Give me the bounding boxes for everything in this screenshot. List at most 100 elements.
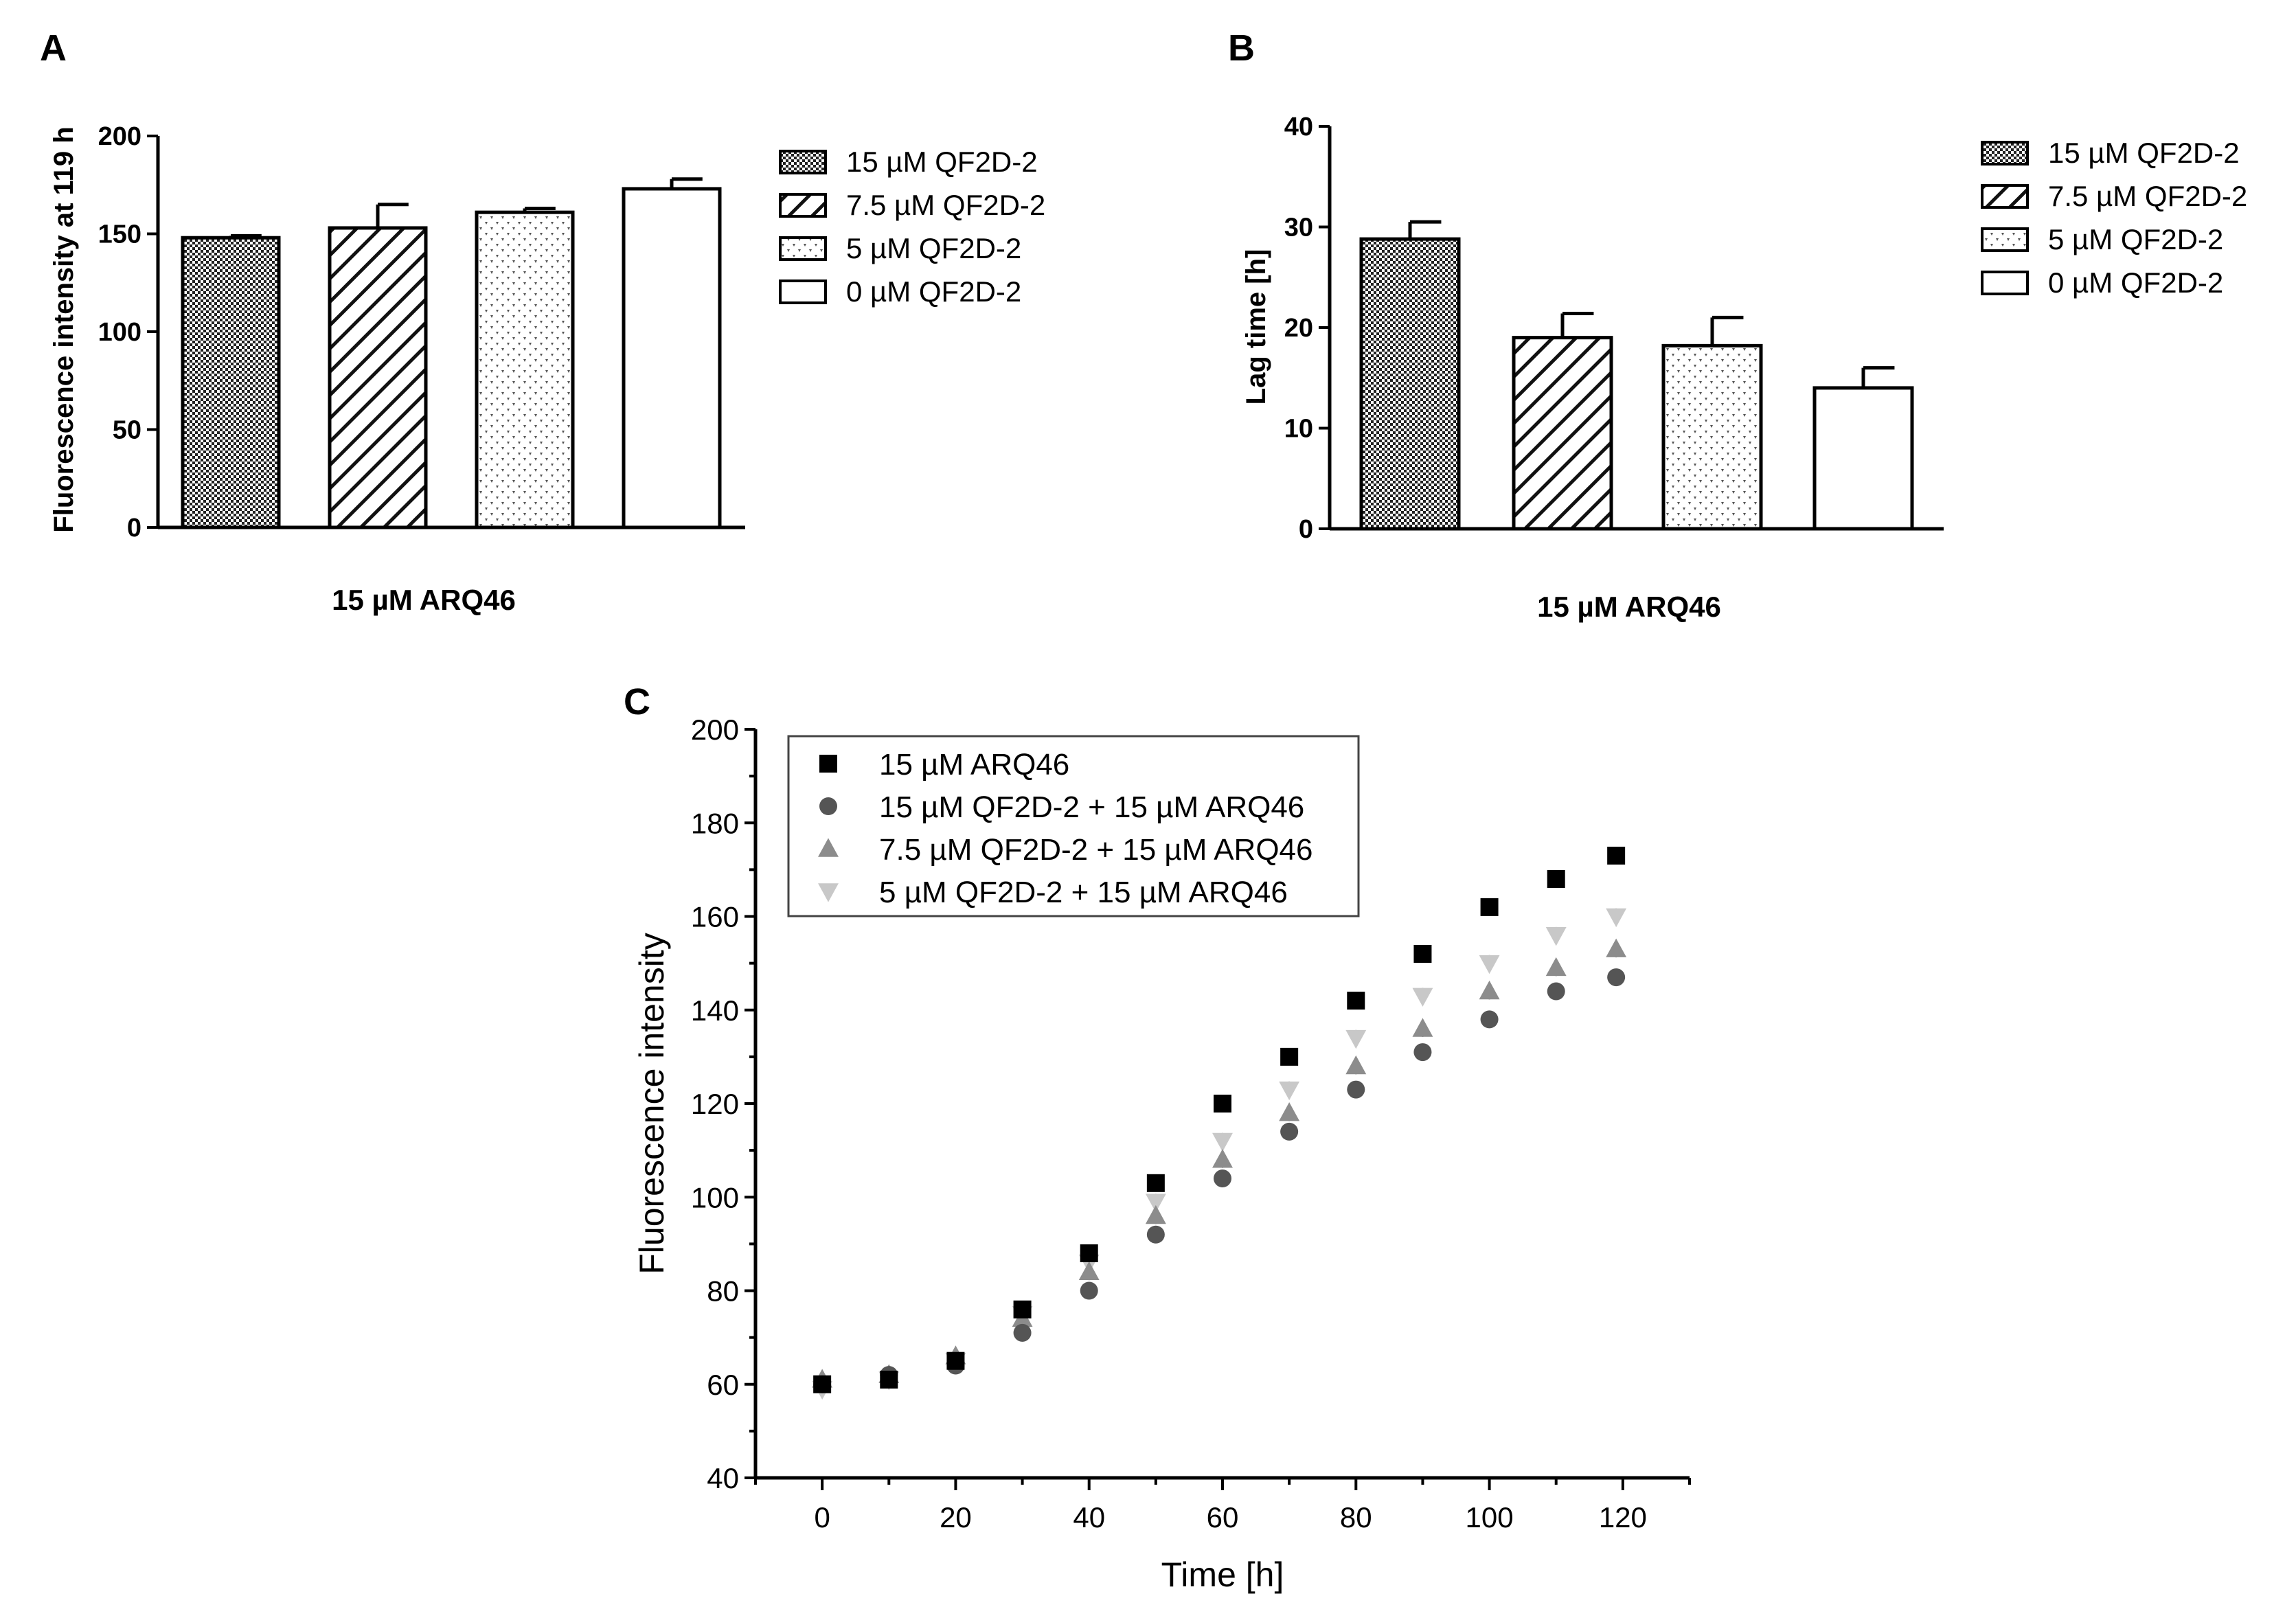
panel-c-series-3-point xyxy=(1606,938,1627,957)
panel-a-legend-label: 7.5 µM QF2D-2 xyxy=(846,189,1045,221)
panel-b-legend-label: 7.5 µM QF2D-2 xyxy=(2048,180,2247,212)
panel-a-bar-3 xyxy=(475,210,575,529)
panel-b-y-axis-title: Lag time [h] xyxy=(1241,249,1271,405)
panel-label-b: B xyxy=(1228,27,1255,69)
panel-c-series-1-point xyxy=(1280,1047,1299,1066)
panel-c-x-tick-label: 40 xyxy=(1073,1501,1105,1533)
panel-label-a: A xyxy=(40,27,67,69)
panel-c-legend-marker-4 xyxy=(818,883,839,902)
panel-c-series-4-point xyxy=(1606,908,1627,928)
panel-c-series-1-point xyxy=(1607,846,1626,865)
panel-c-series-1-point xyxy=(1013,1300,1032,1319)
panel-c-series-1-point xyxy=(1146,1174,1165,1192)
panel-a-y-tick-label: 50 xyxy=(113,416,141,445)
panel-c-y-tick-label: 200 xyxy=(691,714,739,746)
panel-a-y-tick-label: 100 xyxy=(98,318,141,347)
panel-c-series-2-point xyxy=(1607,968,1626,987)
panel-c-y-tick-label: 100 xyxy=(691,1181,739,1213)
panel-c-x-tick-label: 60 xyxy=(1207,1501,1239,1533)
panel-c-series-2-point xyxy=(1280,1122,1299,1141)
panel-c-y-tick-label: 160 xyxy=(691,901,739,933)
panel-a-bar-4 xyxy=(622,187,722,529)
panel-c-x-tick-label: 20 xyxy=(940,1501,972,1533)
panel-c-legend-marker-1 xyxy=(819,755,837,773)
panel-a-y-axis-title: Fluorescence intensity at 119 h xyxy=(49,126,79,532)
panel-b-x-axis-title: 15 µM ARQ46 xyxy=(1537,591,1721,623)
panel-c-series-3-point xyxy=(1545,957,1567,977)
panel-c-series-1-point xyxy=(1480,898,1499,916)
panel-c-series-1-point xyxy=(946,1351,965,1370)
panel-a-chart: 0 50 100 150 200 Fluorescence intensity at 1… xyxy=(49,122,1045,616)
panel-b-legend-label: 0 µM QF2D-2 xyxy=(2048,266,2223,299)
panel-c-series-2-point xyxy=(1214,1170,1231,1187)
panel-a-bar-1 xyxy=(181,236,281,529)
panel-b-bar-3 xyxy=(1661,343,1763,531)
panel-b-legend-swatch xyxy=(1981,271,2029,295)
panel-b-y-tick-label: 20 xyxy=(1284,314,1313,343)
panel-c-series-4-point xyxy=(1145,1194,1166,1213)
panel-b-y-tick-label: 30 xyxy=(1284,214,1313,242)
panel-b-bar-2 xyxy=(1512,336,1613,531)
panel-c-legend-frame xyxy=(787,735,1360,917)
panel-c-x-tick-label: 120 xyxy=(1599,1501,1647,1533)
panel-c-series-2-point xyxy=(1146,1225,1165,1244)
panel-a-x-axis-title: 15 µM ARQ46 xyxy=(332,584,516,616)
panel-b-y-tick-label: 40 xyxy=(1284,113,1313,141)
panel-b-legend-swatch xyxy=(1981,141,2029,166)
panel-a-legend-label: 15 µM QF2D-2 xyxy=(846,146,1038,178)
panel-c-series-1-point xyxy=(1080,1244,1098,1262)
panel-c-series-4-point xyxy=(1412,988,1433,1007)
panel-b-legend-swatch xyxy=(1981,227,2029,252)
panel-c-x-tick-label: 0 xyxy=(814,1501,830,1533)
panel-a-y-tick-label: 200 xyxy=(98,122,141,151)
panel-c-series-1-point xyxy=(1413,945,1432,963)
panel-c-legend-marker-3 xyxy=(818,838,839,857)
panel-c-series-3-point xyxy=(1479,980,1500,1000)
panel-c-series-1-point xyxy=(880,1370,898,1389)
panel-c-series-2-point xyxy=(1480,1010,1499,1029)
panel-c-legend-label-1: 15 µM ARQ46 xyxy=(879,748,1069,782)
panel-c-series-3-point xyxy=(1145,1205,1166,1224)
panel-b-legend-swatch xyxy=(1981,184,2029,209)
panel-c-series-2-point xyxy=(1413,1043,1432,1062)
panel-c-legend-label-2: 15 µM QF2D-2 + 15 µM ARQ46 xyxy=(879,790,1304,824)
panel-b-legend-label: 15 µM QF2D-2 xyxy=(2048,137,2240,169)
panel-a-legend-swatch xyxy=(779,150,827,174)
panel-c-x-axis-title: Time [h] xyxy=(1161,1555,1284,1594)
panel-c-series-4-point xyxy=(1212,1132,1233,1152)
panel-c-series-1-point xyxy=(1214,1095,1231,1113)
panel-b-bar-1 xyxy=(1359,237,1461,531)
panel-c-series-3-point xyxy=(1345,1055,1367,1075)
panel-c-series-4-point xyxy=(1479,955,1500,974)
panel-a-legend-swatch xyxy=(779,236,827,261)
panel-c-y-tick-label: 60 xyxy=(707,1369,739,1401)
panel-c-series-3-point xyxy=(1212,1149,1233,1168)
panel-a-legend-swatch xyxy=(779,193,827,218)
panel-a-y-tick-label: 150 xyxy=(98,220,141,249)
panel-c-legend-label-3: 7.5 µM QF2D-2 + 15 µM ARQ46 xyxy=(879,833,1313,867)
panel-c-series-2-point xyxy=(1547,982,1565,1001)
panel-a-legend-label: 5 µM QF2D-2 xyxy=(846,232,1021,264)
panel-a-y-tick-label: 0 xyxy=(127,514,141,543)
panel-c-x-tick-label: 100 xyxy=(1466,1501,1514,1533)
panel-a-legend-swatch xyxy=(779,279,827,304)
panel-c-series-2-point xyxy=(1080,1281,1098,1300)
panel-b-y-tick-label: 0 xyxy=(1299,515,1313,544)
panel-c-y-tick-label: 140 xyxy=(691,994,739,1027)
panel-c-series-4-point xyxy=(1545,927,1567,946)
panel-c-series-1-point xyxy=(1347,992,1365,1010)
panel-c-series-3-point xyxy=(1412,1018,1433,1037)
panel-c-y-tick-label: 40 xyxy=(707,1462,739,1494)
panel-c-legend-label-4: 5 µM QF2D-2 + 15 µM ARQ46 xyxy=(879,876,1288,909)
panel-c-x-tick-label: 80 xyxy=(1340,1501,1372,1533)
panel-c-series-3-point xyxy=(1279,1102,1300,1121)
panel-c-series-4-point xyxy=(1345,1029,1367,1049)
panel-c-series-2-point xyxy=(1347,1080,1365,1099)
panel-b-legend-label: 5 µM QF2D-2 xyxy=(2048,223,2223,255)
panel-c-y-tick-label: 120 xyxy=(691,1088,739,1120)
panel-label-c: C xyxy=(624,681,650,722)
panel-c-series-4-point xyxy=(1279,1081,1300,1101)
panel-c-y-tick-label: 180 xyxy=(691,807,739,839)
